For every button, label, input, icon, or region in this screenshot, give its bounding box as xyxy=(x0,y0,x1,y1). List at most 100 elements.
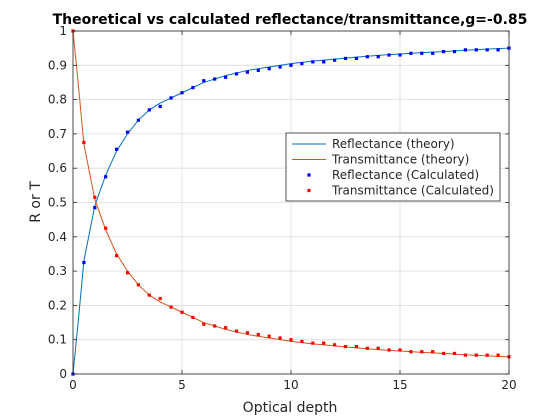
y-tick-label: 0.1 xyxy=(48,333,67,347)
y-tick-label: 0.9 xyxy=(48,58,67,72)
data-point xyxy=(256,68,260,73)
data-point xyxy=(496,353,500,357)
data-point xyxy=(485,353,489,357)
y-tick-label: 0.8 xyxy=(48,93,67,107)
data-point xyxy=(343,56,348,61)
data-point xyxy=(245,70,249,74)
y-tick-label: 0.7 xyxy=(48,127,67,141)
data-point xyxy=(115,254,119,258)
data-point xyxy=(136,283,140,287)
data-point xyxy=(180,91,184,95)
data-point xyxy=(387,348,391,352)
data-point xyxy=(322,341,326,345)
chart-title: Theoretical vs calculated reflectance/tr… xyxy=(53,12,528,28)
data-point xyxy=(333,58,337,62)
x-tick-label: 20 xyxy=(501,378,516,392)
data-point xyxy=(82,260,86,265)
y-tick-label: 0.5 xyxy=(48,196,67,210)
data-point xyxy=(420,350,424,354)
data-point xyxy=(354,344,358,349)
data-point xyxy=(376,55,380,59)
data-point xyxy=(442,351,446,356)
data-point xyxy=(278,65,282,69)
data-point xyxy=(104,175,108,179)
data-point xyxy=(365,55,369,59)
x-axis-title: Optical depth xyxy=(243,400,338,416)
data-point xyxy=(202,322,206,326)
data-point xyxy=(267,334,271,338)
data-point xyxy=(387,53,391,57)
data-point xyxy=(398,348,402,352)
legend-label: Reflectance (Calculated) xyxy=(332,168,479,182)
y-tick-label: 0.2 xyxy=(48,298,67,312)
data-point xyxy=(169,96,173,100)
data-point xyxy=(158,104,162,109)
y-tick-label: 0.6 xyxy=(48,161,67,175)
data-point xyxy=(300,339,304,344)
data-point xyxy=(234,329,239,333)
data-point xyxy=(452,351,457,356)
data-point xyxy=(213,77,217,81)
data-point xyxy=(82,140,86,145)
data-point xyxy=(376,346,380,350)
legend-label: Reflectance (theory) xyxy=(332,137,455,151)
axis-ticks: 0 5 10 15 20 0 0.1 0.2 0.3 0.4 0.5 0.6 0.7 0.8 0.9 1 xyxy=(48,24,517,392)
data-point xyxy=(409,51,413,55)
data-point xyxy=(496,48,500,52)
data-point xyxy=(333,343,337,347)
data-point xyxy=(474,353,478,357)
data-point xyxy=(245,331,249,335)
legend: Reflectance (theory) Transmittance (theor… xyxy=(285,132,501,202)
data-point xyxy=(234,72,239,76)
data-point xyxy=(125,271,130,275)
data-point xyxy=(485,48,489,52)
series-line xyxy=(72,47,510,375)
data-point xyxy=(431,350,435,354)
legend-label: Transmittance (theory) xyxy=(331,153,469,167)
data-point xyxy=(354,56,358,61)
y-tick-label: 0 xyxy=(59,367,67,381)
data-point xyxy=(289,338,293,342)
data-point xyxy=(474,48,478,52)
x-tick-label: 0 xyxy=(69,378,77,392)
data-point xyxy=(213,324,217,328)
legend-label: Transmittance (Calculated) xyxy=(331,184,494,198)
y-tick-label: 1 xyxy=(59,24,67,38)
data-point xyxy=(442,49,446,54)
data-point xyxy=(409,350,413,354)
series-line xyxy=(72,30,510,358)
legend-swatch-marker xyxy=(307,188,311,193)
data-point xyxy=(431,51,435,55)
data-point xyxy=(300,61,304,66)
data-point xyxy=(202,79,206,83)
data-point xyxy=(115,147,119,151)
data-point xyxy=(420,51,424,55)
data-point xyxy=(224,326,228,330)
data-point xyxy=(104,226,108,230)
series-2 xyxy=(72,30,510,358)
data-point xyxy=(169,305,173,309)
data-point xyxy=(158,296,162,301)
data-point xyxy=(322,60,326,64)
data-point xyxy=(463,353,467,357)
data-point xyxy=(93,195,97,199)
data-point xyxy=(278,336,282,340)
data-point xyxy=(311,60,315,64)
data-point xyxy=(398,53,402,57)
legend-swatch-marker xyxy=(307,173,311,177)
y-tick-label: 0.4 xyxy=(48,230,67,244)
data-point xyxy=(365,346,369,350)
data-point xyxy=(289,63,293,67)
series-3 xyxy=(71,46,511,376)
data-point xyxy=(147,108,151,112)
data-point xyxy=(224,75,228,79)
x-tick-label: 10 xyxy=(283,378,298,392)
data-point xyxy=(180,310,184,314)
data-point xyxy=(125,130,130,134)
series-1 xyxy=(72,47,510,375)
data-point xyxy=(136,118,140,122)
x-tick-label: 5 xyxy=(178,378,186,392)
data-point xyxy=(311,341,315,345)
data-point xyxy=(93,206,97,210)
